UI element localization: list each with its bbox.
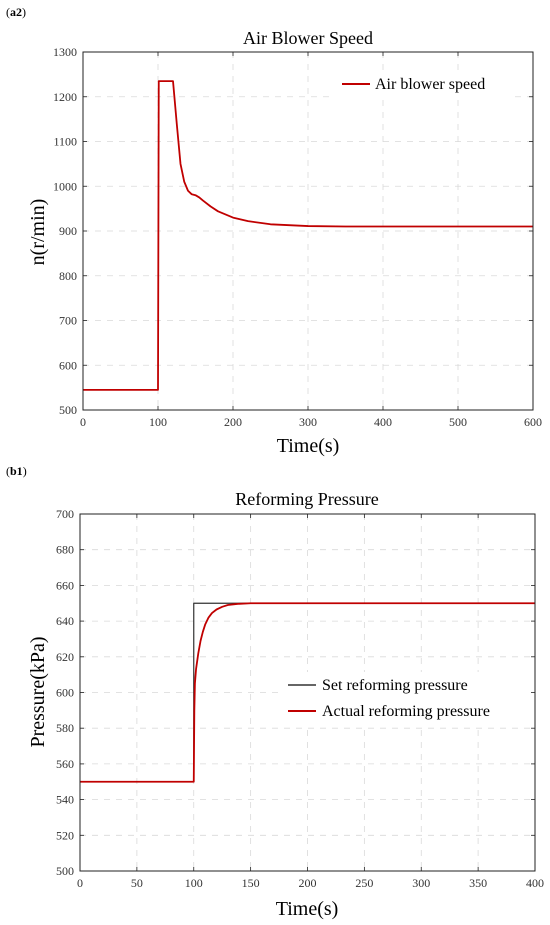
panel-label: (a2) [6, 5, 26, 19]
y-axis-label: Pressure(kPa) [27, 636, 49, 747]
x-tick-label: 150 [242, 876, 260, 890]
tick-layer: 0 100 200 300 400 500 600 500 600 700 800 900 1000 11… [53, 45, 542, 429]
y-tick-label: 600 [59, 358, 77, 372]
y-tick-label: 1100 [53, 135, 77, 149]
x-tick-label: 200 [299, 876, 317, 890]
x-tick-label: 50 [131, 876, 143, 890]
x-tick-label: 400 [526, 876, 544, 890]
chart-reforming-pressure: (b1) Reforming Pressure 0 50 100 150 200 250 3… [6, 464, 544, 920]
y-tick-label: 620 [56, 650, 74, 664]
y-tick-label: 680 [56, 543, 74, 557]
x-tick-label: 400 [374, 415, 392, 429]
x-tick-label: 0 [80, 415, 86, 429]
series-layer [83, 80, 533, 391]
x-tick-label: 600 [524, 415, 542, 429]
y-tick-label: 520 [56, 828, 74, 842]
series-line-actual-reforming-pressure [80, 602, 535, 783]
chart-air-blower-speed: (a2) Air Blower Speed 0 100 200 300 400 500 60… [6, 5, 542, 457]
x-tick-label: 100 [149, 415, 167, 429]
y-tick-label: 660 [56, 578, 74, 592]
series-line-air-blower-speed [83, 80, 533, 391]
x-tick-label: 0 [77, 876, 83, 890]
x-tick-label: 100 [185, 876, 203, 890]
y-tick-label: 640 [56, 614, 74, 628]
x-tick-label: 500 [449, 415, 467, 429]
y-axis-label: n(r/min) [27, 199, 49, 266]
y-tick-label: 700 [59, 314, 77, 328]
x-tick-label: 350 [469, 876, 487, 890]
panel-label: (b1) [6, 464, 27, 478]
y-tick-label: 900 [59, 224, 77, 238]
y-tick-label: 1200 [53, 90, 77, 104]
legend: Air blower speed [335, 70, 515, 98]
y-tick-label: 580 [56, 721, 74, 735]
y-tick-label: 1300 [53, 45, 77, 59]
chart-title: Reforming Pressure [235, 489, 378, 509]
tick-layer: 0 50 100 150 200 250 300 350 400 500 520 540 560 580 6… [56, 507, 544, 890]
legend-entry-actual-reforming-pressure: Actual reforming pressure [322, 703, 490, 720]
x-tick-label: 200 [224, 415, 242, 429]
x-axis-label: Time(s) [276, 898, 339, 920]
series-layer [80, 602, 535, 783]
y-tick-label: 600 [56, 686, 74, 700]
y-tick-label: 800 [59, 269, 77, 283]
y-tick-label: 500 [56, 864, 74, 878]
x-tick-label: 300 [412, 876, 430, 890]
legend-entry-air-blower-speed: Air blower speed [375, 76, 485, 93]
y-tick-label: 560 [56, 757, 74, 771]
legend-entry-set-reforming-pressure: Set reforming pressure [322, 677, 468, 694]
x-tick-label: 250 [355, 876, 373, 890]
y-tick-label: 700 [56, 507, 74, 521]
legend: Set reforming pressure Actual reforming … [282, 672, 530, 724]
chart-title: Air Blower Speed [243, 28, 373, 48]
legend-box [282, 672, 530, 724]
y-tick-label: 1000 [53, 179, 77, 193]
y-tick-label: 540 [56, 793, 74, 807]
x-tick-label: 300 [299, 415, 317, 429]
grid [82, 51, 534, 411]
y-tick-label: 500 [59, 403, 77, 417]
x-axis-label: Time(s) [277, 435, 340, 457]
